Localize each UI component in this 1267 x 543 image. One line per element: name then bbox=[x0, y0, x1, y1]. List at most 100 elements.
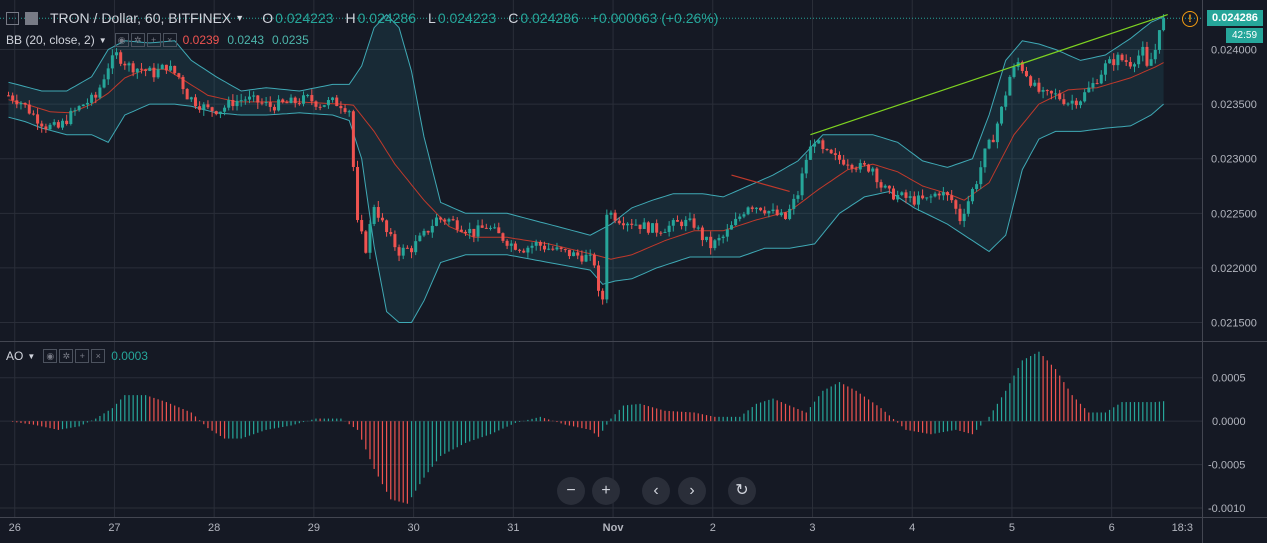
candle-body bbox=[1149, 59, 1153, 66]
candle bbox=[547, 243, 551, 251]
candle bbox=[962, 208, 966, 228]
bb-upper-value: 0.0243 bbox=[227, 33, 265, 47]
chevron-down-icon[interactable]: ▼ bbox=[98, 35, 107, 45]
bb-basis-value: 0.0239 bbox=[182, 33, 220, 47]
candle bbox=[455, 217, 459, 233]
candle-body bbox=[808, 146, 812, 160]
candle-body bbox=[821, 140, 825, 150]
candle bbox=[937, 191, 941, 200]
candle-body bbox=[443, 219, 447, 222]
candle bbox=[1112, 53, 1116, 71]
candle-body bbox=[235, 100, 239, 107]
candle bbox=[472, 228, 476, 243]
candle-body bbox=[414, 241, 418, 253]
candle bbox=[169, 60, 173, 72]
candle-body bbox=[771, 209, 775, 212]
candle-body bbox=[322, 105, 326, 107]
candle bbox=[825, 148, 829, 152]
candle-body bbox=[796, 195, 800, 199]
candle bbox=[247, 90, 251, 104]
zoom-in-button[interactable]: + bbox=[592, 477, 620, 505]
low-value: 0.024223 bbox=[437, 10, 497, 26]
candle bbox=[954, 198, 958, 215]
candle-body bbox=[272, 106, 276, 111]
candle-body bbox=[44, 126, 48, 130]
reset-chart-button[interactable]: ↻ bbox=[728, 477, 756, 505]
zoom-out-button[interactable]: − bbox=[557, 477, 585, 505]
collapse-icon[interactable] bbox=[6, 11, 19, 25]
chevron-down-icon[interactable]: ▼ bbox=[27, 351, 36, 361]
candle-body bbox=[148, 67, 152, 71]
candle-body bbox=[19, 102, 23, 105]
candle-body bbox=[368, 223, 372, 253]
candle-body bbox=[90, 94, 94, 103]
candle-body bbox=[127, 63, 131, 66]
candle bbox=[1162, 14, 1166, 32]
eye-icon[interactable]: ◉ bbox=[114, 33, 129, 47]
candle bbox=[1037, 77, 1041, 94]
alert-icon[interactable]: ! bbox=[1182, 11, 1198, 27]
plus-icon[interactable]: + bbox=[146, 33, 161, 47]
candle-body bbox=[351, 111, 355, 167]
candle bbox=[193, 94, 197, 109]
candle bbox=[946, 191, 950, 201]
plus-icon[interactable]: + bbox=[75, 349, 90, 363]
candle bbox=[48, 122, 52, 131]
candle-body bbox=[339, 106, 343, 109]
candle bbox=[339, 101, 343, 114]
candle-body bbox=[659, 232, 663, 234]
gear-icon[interactable]: ✲ bbox=[59, 349, 74, 363]
bb-label[interactable]: BB (20, close, 2) bbox=[6, 33, 95, 47]
candle-body bbox=[397, 247, 401, 256]
candle-body bbox=[468, 228, 472, 234]
candle-body bbox=[555, 247, 559, 250]
candle bbox=[94, 91, 98, 104]
chevron-down-icon[interactable]: ▼ bbox=[235, 13, 245, 23]
candle bbox=[941, 187, 945, 201]
candle-body bbox=[779, 212, 783, 216]
candle-body bbox=[700, 227, 704, 241]
candle-body bbox=[1049, 90, 1053, 94]
close-icon[interactable]: × bbox=[91, 349, 106, 363]
candle-body bbox=[81, 104, 85, 107]
scroll-right-button[interactable]: › bbox=[678, 477, 706, 505]
candle bbox=[754, 207, 758, 214]
candle-body bbox=[214, 111, 218, 115]
candle-body bbox=[227, 100, 231, 108]
candle bbox=[430, 219, 434, 238]
candle-body bbox=[692, 218, 696, 228]
candle-body bbox=[61, 120, 65, 128]
candle bbox=[522, 248, 526, 254]
candle bbox=[127, 61, 131, 72]
candle bbox=[692, 213, 696, 230]
candle bbox=[65, 114, 69, 126]
candle bbox=[1153, 43, 1157, 64]
close-icon[interactable]: × bbox=[162, 33, 177, 47]
candle bbox=[181, 74, 185, 95]
candle-body bbox=[705, 236, 709, 241]
symbol-title[interactable]: TRON / Dollar, 60, BITFINEX bbox=[50, 10, 232, 26]
candle-body bbox=[518, 249, 522, 251]
candle bbox=[293, 96, 297, 108]
candle bbox=[1029, 74, 1033, 88]
ao-label[interactable]: AO bbox=[6, 349, 24, 363]
gear-icon[interactable]: ✲ bbox=[130, 33, 145, 47]
candle bbox=[559, 246, 563, 253]
candle-body bbox=[501, 233, 505, 241]
trendline bbox=[810, 13, 1168, 136]
candle bbox=[667, 221, 671, 237]
candle-body bbox=[447, 219, 451, 222]
bb-upper-line bbox=[8, 13, 1164, 236]
candle bbox=[139, 62, 143, 74]
eye-icon[interactable]: ◉ bbox=[43, 349, 58, 363]
candle-body bbox=[480, 225, 484, 228]
candle bbox=[580, 250, 584, 265]
candle-body bbox=[488, 227, 492, 229]
candle bbox=[148, 66, 152, 72]
candle bbox=[256, 94, 260, 109]
candle bbox=[360, 214, 364, 235]
ao-tick-label: 0.0000 bbox=[1212, 416, 1246, 428]
candle-body bbox=[979, 167, 983, 185]
scroll-left-button[interactable]: ‹ bbox=[642, 477, 670, 505]
